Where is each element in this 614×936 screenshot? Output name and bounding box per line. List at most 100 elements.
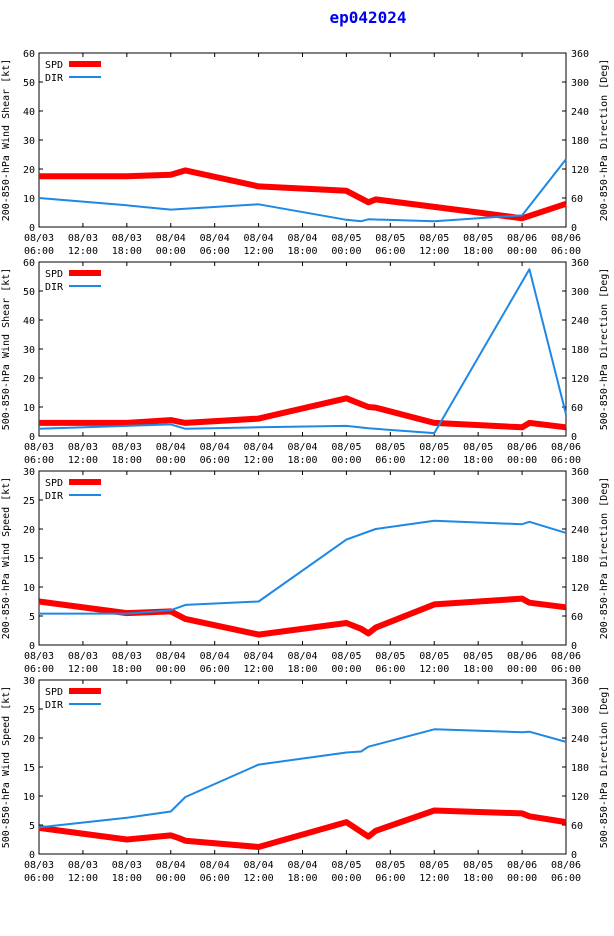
chart-panel-2: 0 10 20 30 40 50 60 0 60 120 180 240 300 360 08/03 06:0… — [1, 258, 610, 466]
y-left-tick-label: 30 — [23, 467, 35, 478]
y-right-tick-label: 120 — [571, 583, 589, 594]
x-tick-label-date: 08/05 — [463, 233, 493, 244]
x-tick-label-time: 00:00 — [331, 246, 361, 257]
y-right-tick-label: 120 — [571, 792, 589, 803]
x-tick-label-date: 08/04 — [200, 860, 230, 871]
y-right-tick-label: 180 — [571, 554, 589, 565]
x-tick-label-date: 08/04 — [244, 651, 274, 662]
x-tick-label-time: 00:00 — [507, 455, 537, 466]
x-tick-label-date: 08/05 — [375, 233, 405, 244]
x-tick-label-date: 08/05 — [419, 442, 449, 453]
plot-frame — [38, 470, 567, 646]
x-tick-label-date: 08/04 — [287, 233, 317, 244]
x-tick-label-time: 06:00 — [375, 664, 405, 675]
y-right-tick-label: 240 — [571, 525, 589, 536]
x-tick-label-time: 18:00 — [463, 873, 493, 884]
y-right-tick-label: 300 — [571, 287, 589, 298]
x-tick-label-time: 00:00 — [331, 664, 361, 675]
x-tick-label-date: 08/05 — [331, 651, 361, 662]
x-tick-label-date: 08/04 — [287, 651, 317, 662]
y-left-tick-label: 15 — [23, 763, 35, 774]
y-right-tick-label: 360 — [571, 49, 589, 60]
x-tick-label-date: 08/05 — [463, 442, 493, 453]
x-tick-label-date: 08/06 — [507, 651, 537, 662]
x-tick-label-date: 08/04 — [244, 860, 274, 871]
x-tick-label-date: 08/05 — [463, 651, 493, 662]
y-right-tick-label: 240 — [571, 734, 589, 745]
spd-series-line — [39, 167, 567, 222]
x-tick-label-date: 08/04 — [287, 860, 317, 871]
y-right-tick-label: 0 — [571, 223, 577, 234]
x-tick-label-time: 18:00 — [287, 873, 317, 884]
x-tick-label-time: 06:00 — [375, 246, 405, 257]
x-tick-label-date: 08/03 — [112, 651, 142, 662]
x-tick-label-date: 08/04 — [287, 442, 317, 453]
y-right-tick-label: 360 — [571, 676, 589, 687]
y-left-tick-label: 40 — [23, 316, 35, 327]
x-tick-label-date: 08/05 — [331, 233, 361, 244]
x-tick-label-time: 06:00 — [375, 455, 405, 466]
y-right-tick-label: 240 — [571, 107, 589, 118]
y-right-tick-label: 60 — [571, 194, 583, 205]
x-tick-label-date: 08/06 — [551, 860, 581, 871]
x-tick-label-date: 08/06 — [551, 442, 581, 453]
x-tick-label-date: 08/05 — [419, 233, 449, 244]
y-axis-label-left: 500-850-hPa Wind Shear [kt] — [1, 268, 12, 431]
chart-panel-3: 05101520253006012018024030036008/0306:00… — [1, 467, 610, 675]
legend-label-spd: SPD — [45, 60, 63, 71]
x-tick-label-date: 08/04 — [156, 233, 186, 244]
x-tick-label-date: 08/03 — [68, 860, 98, 871]
y-right-tick-label: 180 — [571, 136, 589, 147]
x-tick-label-time: 06:00 — [24, 246, 54, 257]
x-tick-label-date: 08/04 — [200, 651, 230, 662]
x-tick-label-date: 08/05 — [331, 442, 361, 453]
x-tick-label-time: 06:00 — [24, 664, 54, 675]
x-tick-label-time: 06:00 — [200, 664, 230, 675]
y-left-tick-label: 5 — [29, 821, 35, 832]
x-tick-label-date: 08/03 — [68, 442, 98, 453]
y-left-tick-label: 25 — [23, 496, 35, 507]
y-left-tick-label: 30 — [23, 136, 35, 147]
x-tick-label-date: 08/03 — [24, 442, 54, 453]
x-tick-label-time: 18:00 — [287, 664, 317, 675]
x-tick-label-time: 18:00 — [112, 246, 142, 257]
y-left-tick-label: 20 — [23, 525, 35, 536]
x-tick-label-time: 06:00 — [551, 246, 581, 257]
x-tick-label-time: 00:00 — [331, 873, 361, 884]
y-axis-label-right: 200-850-hPa Direction [Deg] — [599, 477, 610, 640]
x-tick-label-time: 12:00 — [68, 455, 98, 466]
y-right-tick-label: 60 — [571, 612, 583, 623]
legend-label-dir: DIR — [45, 491, 64, 502]
y-left-tick-label: 50 — [23, 78, 35, 89]
y-left-tick-label: 10 — [23, 792, 35, 803]
x-tick-label-date: 08/03 — [24, 233, 54, 244]
legend-label-dir: DIR — [45, 73, 64, 84]
x-tick-label-time: 06:00 — [375, 873, 405, 884]
y-left-tick-label: 10 — [23, 194, 35, 205]
x-tick-label-time: 18:00 — [112, 873, 142, 884]
y-axis-label-left: 200-850-hPa Wind Shear [kt] — [1, 59, 12, 222]
x-tick-label-date: 08/05 — [375, 442, 405, 453]
x-tick-label-date: 08/05 — [331, 860, 361, 871]
x-tick-label-time: 00:00 — [156, 246, 186, 257]
y-left-tick-label: 10 — [23, 583, 35, 594]
y-left-tick-label: 30 — [23, 345, 35, 356]
x-tick-label-time: 00:00 — [156, 664, 186, 675]
y-left-tick-label: 0 — [29, 223, 35, 234]
spd-series-line — [39, 395, 567, 431]
y-axis-label-left: 200-850-hPa Wind Speed [kt] — [1, 477, 12, 640]
chart-panel-4: 05101520253006012018024030036008/0306:00… — [1, 676, 610, 884]
x-tick-label-time: 06:00 — [200, 873, 230, 884]
y-left-tick-label: 20 — [23, 165, 35, 176]
y-right-tick-label: 0 — [571, 850, 577, 861]
y-right-tick-label: 300 — [571, 496, 589, 507]
y-right-tick-label: 60 — [571, 403, 583, 414]
x-tick-label-date: 08/05 — [419, 860, 449, 871]
x-tick-label-date: 08/06 — [507, 860, 537, 871]
y-right-tick-label: 180 — [571, 345, 589, 356]
x-tick-label-time: 06:00 — [24, 873, 54, 884]
x-tick-label-time: 18:00 — [112, 455, 142, 466]
x-tick-label-time: 06:00 — [200, 246, 230, 257]
x-tick-label-time: 12:00 — [419, 455, 449, 466]
x-tick-label-time: 06:00 — [24, 455, 54, 466]
